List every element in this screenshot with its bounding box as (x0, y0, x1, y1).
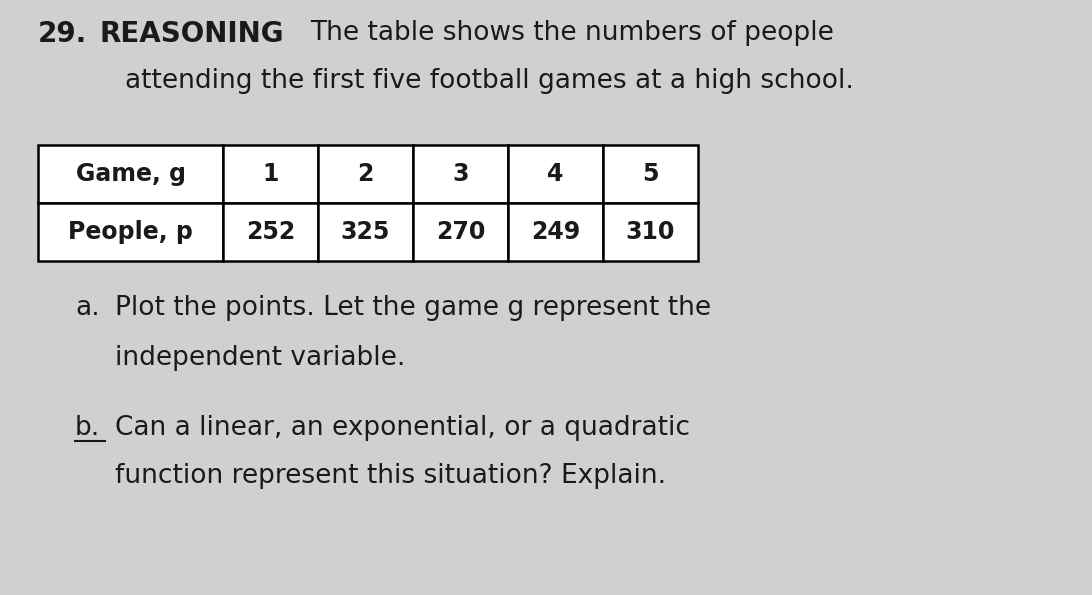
Text: REASONING: REASONING (100, 20, 285, 48)
Text: 270: 270 (436, 220, 485, 244)
Bar (38, 203, 223, 261)
Text: 5: 5 (642, 162, 658, 186)
Bar (223, 145, 318, 203)
Text: Game, g: Game, g (75, 162, 186, 186)
Bar (508, 145, 603, 203)
Text: 249: 249 (531, 220, 580, 244)
Bar (413, 203, 508, 261)
Text: independent variable.: independent variable. (115, 345, 405, 371)
Text: function represent this situation? Explain.: function represent this situation? Expla… (115, 463, 666, 489)
Text: a.: a. (75, 295, 99, 321)
Bar (223, 203, 318, 261)
Bar (603, 145, 698, 203)
Bar (318, 145, 413, 203)
Bar (318, 203, 413, 261)
Text: 4: 4 (547, 162, 563, 186)
Text: attending the first five football games at a high school.: attending the first five football games … (124, 68, 854, 94)
Text: b.: b. (75, 415, 100, 441)
Text: Can a linear, an exponential, or a quadratic: Can a linear, an exponential, or a quadr… (115, 415, 690, 441)
Text: 325: 325 (341, 220, 390, 244)
Bar (508, 203, 603, 261)
Text: 3: 3 (452, 162, 468, 186)
Text: The table shows the numbers of people: The table shows the numbers of people (310, 20, 834, 46)
Text: People, p: People, p (68, 220, 193, 244)
Text: 29.: 29. (38, 20, 87, 48)
Text: Plot the points. Let the game g represent the: Plot the points. Let the game g represen… (115, 295, 711, 321)
Bar (38, 145, 223, 203)
Text: 1: 1 (262, 162, 278, 186)
Text: 252: 252 (246, 220, 295, 244)
Text: 310: 310 (626, 220, 675, 244)
Text: 2: 2 (357, 162, 373, 186)
Bar (603, 203, 698, 261)
Bar (413, 145, 508, 203)
